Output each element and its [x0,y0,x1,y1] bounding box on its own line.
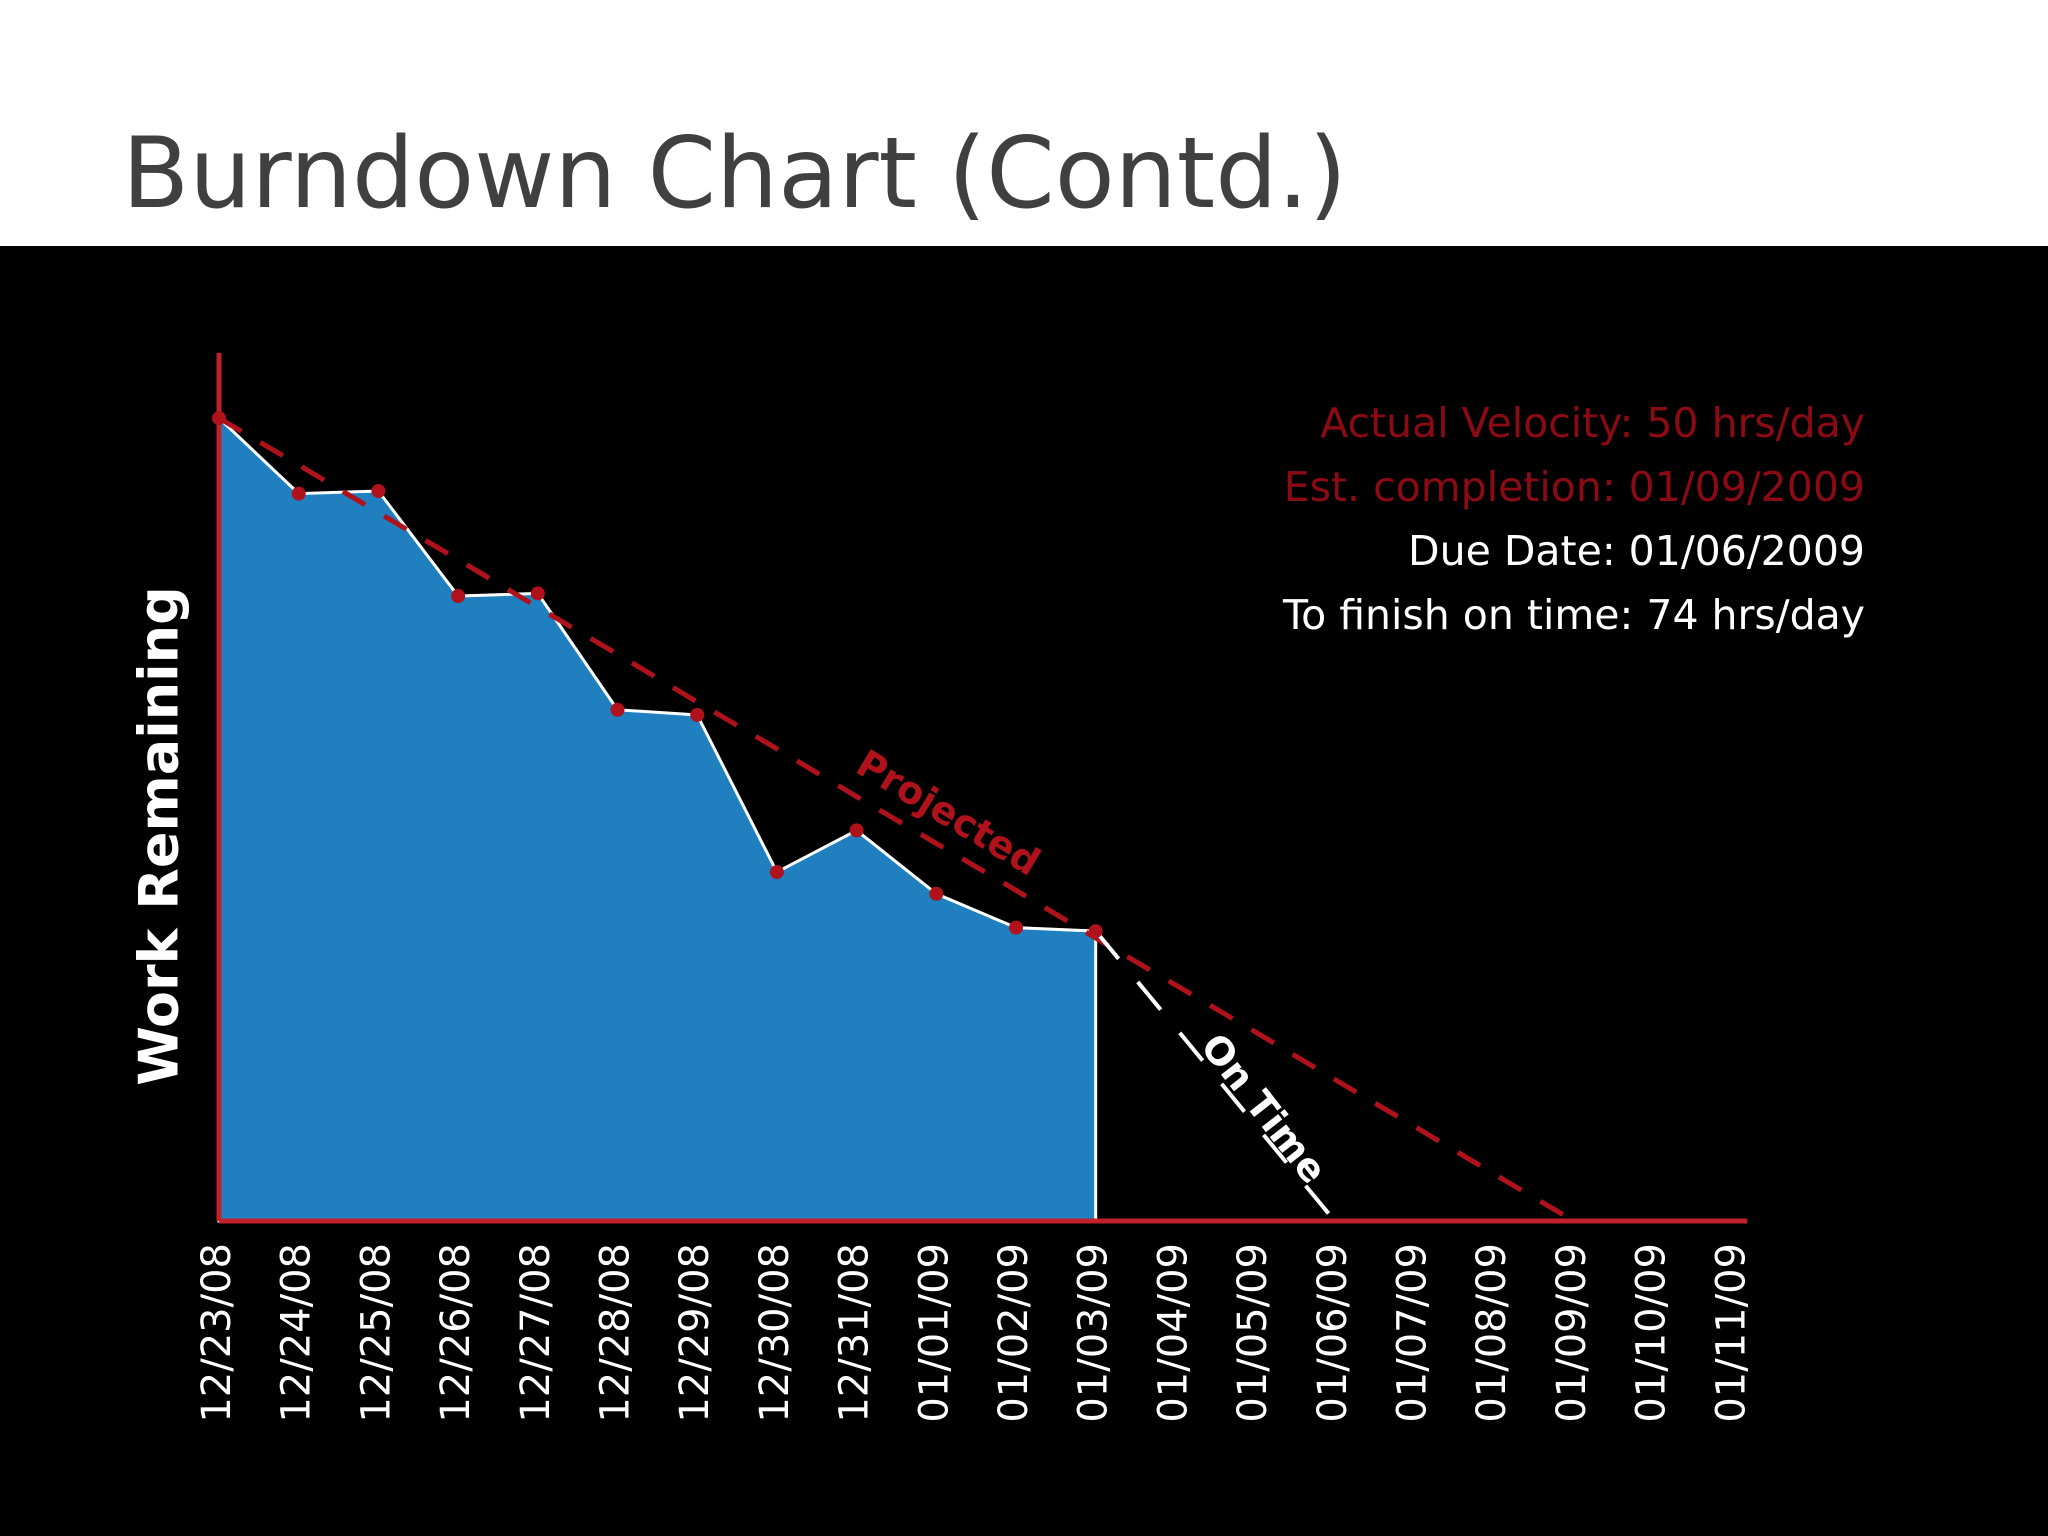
annotation: Est. completion: 01/09/2009 [1284,463,1865,511]
x-tick-label: 12/30/08 [752,1243,798,1423]
actual-marker [212,411,226,426]
actual-marker [1088,924,1103,939]
actual-marker [1009,920,1023,935]
annotation: Actual Velocity: 50 hrs/day [1320,399,1865,447]
actual-marker [849,823,864,838]
annotation: To finish on time: 74 hrs/day [1282,591,1865,639]
y-axis-label: Work Remaining [128,586,191,1086]
actual-marker [769,865,784,880]
x-tick-label: 01/11/09 [1708,1243,1754,1423]
x-tick-label: 01/02/09 [991,1243,1037,1423]
x-tick-label: 01/04/09 [1150,1243,1196,1423]
x-tick-label: 12/26/08 [433,1243,479,1423]
x-tick-label: 12/31/08 [832,1243,878,1423]
x-tick-label: 01/09/09 [1549,1243,1595,1423]
x-tick-label: 12/28/08 [593,1243,639,1423]
x-tick-label: 01/05/09 [1230,1243,1276,1423]
actual-marker [291,486,306,501]
x-tick-label: 12/24/08 [274,1243,320,1423]
actual-marker [451,589,466,604]
annotation: Due Date: 01/06/2009 [1408,527,1865,575]
projected-line [217,415,1576,1224]
actual-marker [371,484,386,499]
x-tick-label: 01/06/09 [1310,1243,1356,1423]
x-tick-label: 01/01/09 [911,1243,957,1423]
x-tick-label: 12/29/08 [672,1243,718,1423]
x-tick-label: 01/07/09 [1390,1243,1436,1423]
actual-marker [690,707,705,722]
x-tick-label: 01/10/09 [1629,1243,1675,1423]
x-tick-label: 12/25/08 [353,1243,399,1423]
slide-title: Burndown Chart (Contd.) [122,117,1347,231]
actual-marker [929,886,944,901]
actual-marker [610,702,625,717]
x-tick-label: 12/27/08 [513,1243,559,1423]
x-tick-label: 01/03/09 [1071,1243,1117,1423]
actual-marker [530,586,545,601]
x-tick-label: 01/08/09 [1469,1243,1515,1423]
x-tick-label: 12/23/08 [194,1243,240,1423]
